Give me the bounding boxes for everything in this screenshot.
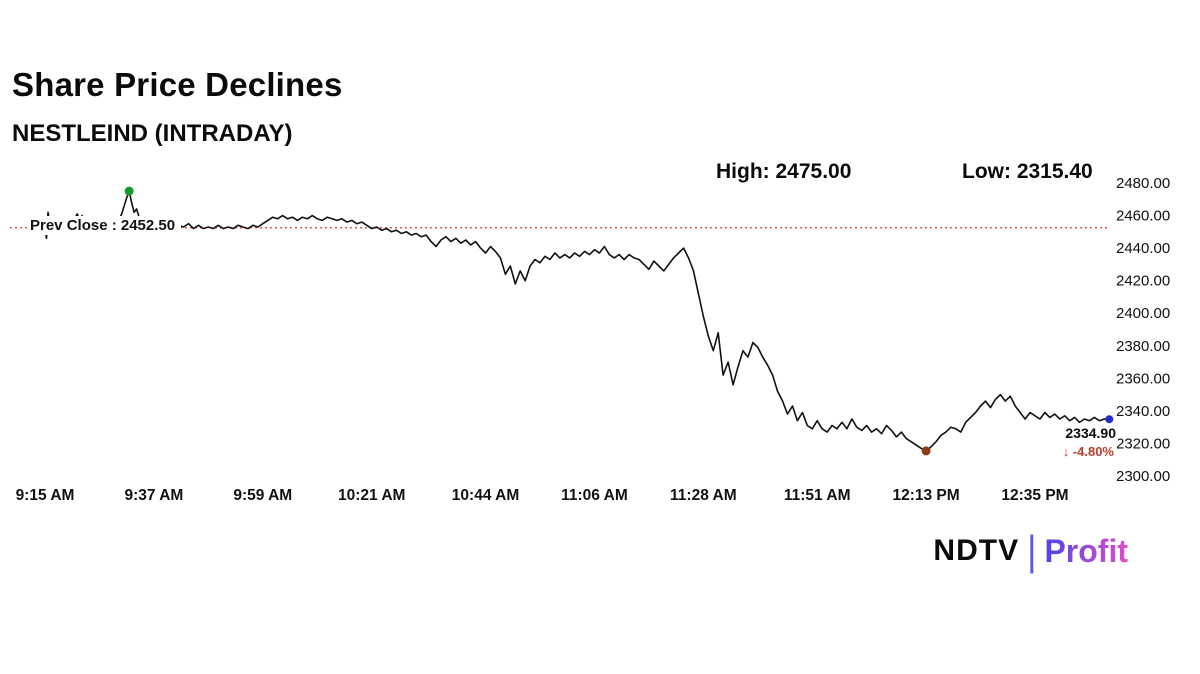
x-axis-label: 10:21 AM — [338, 487, 405, 504]
y-axis-label: 2320.00 — [1116, 435, 1170, 452]
x-axis-label: 9:59 AM — [233, 487, 292, 504]
y-axis-label: 2340.00 — [1116, 403, 1170, 420]
y-axis-label: 2380.00 — [1116, 338, 1170, 355]
chart-subtitle: NESTLEIND (INTRADAY) — [12, 120, 293, 147]
last-marker-dot — [1105, 415, 1114, 424]
x-axis-label: 12:35 PM — [1001, 487, 1068, 504]
x-axis-label: 11:28 AM — [670, 487, 737, 504]
price-line — [44, 190, 1111, 452]
x-axis-label: 9:15 AM — [16, 487, 75, 504]
y-axis-label: 2300.00 — [1116, 468, 1170, 485]
low-marker-dot — [921, 446, 931, 456]
x-axis-label: 12:13 PM — [892, 487, 959, 504]
y-axis-label: 2420.00 — [1116, 273, 1170, 290]
logo-separator: | — [1027, 526, 1037, 574]
y-axis-label: 2480.00 — [1116, 175, 1170, 192]
ndtv-profit-logo: NDTV | Profit — [933, 526, 1128, 574]
y-axis-label: 2440.00 — [1116, 240, 1170, 257]
x-axis-label: 11:51 AM — [784, 487, 851, 504]
y-axis-label: 2360.00 — [1116, 370, 1170, 387]
low-label: Low: 2315.40 — [962, 160, 1093, 183]
high-label: High: 2475.00 — [716, 160, 852, 183]
prev-close-label: Prev Close : 2452.50 — [28, 215, 182, 235]
high-marker-dot — [124, 186, 134, 196]
ndtv-logo-text: NDTV — [933, 534, 1020, 567]
last-price-label: 2334.90 — [1063, 425, 1118, 442]
y-axis-label: 2400.00 — [1116, 305, 1170, 322]
profit-logo-text: Profit — [1044, 532, 1128, 569]
change-label: ↓ -4.80% — [1062, 444, 1114, 460]
x-axis-label: 10:44 AM — [452, 487, 519, 504]
y-axis-label: 2460.00 — [1116, 208, 1170, 225]
x-axis-label: 9:37 AM — [124, 487, 183, 504]
page-title: Share Price Declines — [12, 66, 343, 103]
x-axis-label: 11:06 AM — [561, 487, 628, 504]
